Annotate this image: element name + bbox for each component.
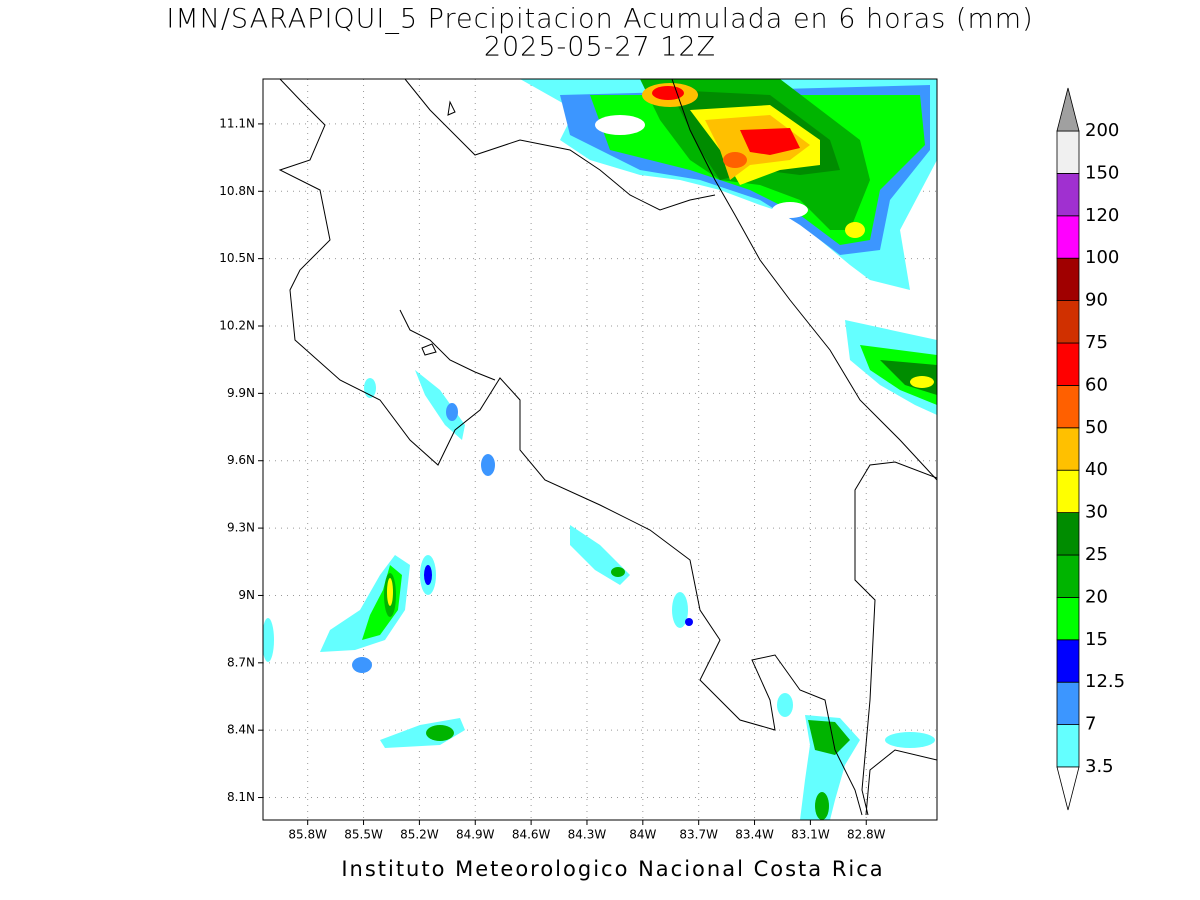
colorbar-label: 75: [1085, 332, 1108, 353]
x-tick-label: 84.6W: [512, 828, 551, 842]
country-border: [404, 79, 716, 211]
rain-area: [387, 578, 393, 606]
footer: Instituto Meteorologico Nacional Costa R…: [341, 857, 884, 881]
colorbar: 3.5 7 12.5 15 20 25 30 40 50 60 75 90 100 120 150 200: [1056, 87, 1125, 811]
y-tick-label: 9.6N: [227, 453, 255, 467]
colorbar-segment: [1056, 724, 1080, 768]
x-tick-label: 85.2W: [400, 828, 439, 842]
colorbar-label: 120: [1085, 205, 1119, 226]
colorbar-label: 50: [1085, 417, 1108, 438]
rain-gap: [772, 202, 808, 218]
rain-area: [808, 720, 850, 755]
colorbar-segment: [1056, 554, 1080, 598]
rain-area: [263, 618, 274, 662]
y-tick-label: 11.1N: [219, 116, 255, 130]
rain-area: [446, 403, 458, 421]
colorbar-label: 25: [1085, 544, 1108, 565]
colorbar-segment: [1056, 215, 1080, 259]
rain-area: [723, 152, 747, 168]
rain-area: [885, 732, 935, 748]
colorbar-segment: [1056, 130, 1080, 174]
rain-area: [426, 725, 454, 741]
colorbar-segment: [1056, 342, 1080, 386]
colorbar-segment: [1056, 300, 1080, 344]
colorbar-label: 20: [1085, 586, 1108, 607]
y-tick-label: 10.8N: [219, 184, 255, 198]
y-tick-label: 8.1N: [227, 790, 255, 804]
y-tick-label: 9N: [238, 588, 255, 602]
rain-area: [910, 376, 934, 388]
colorbar-segment: [1056, 639, 1080, 683]
x-tick-label: 84.9W: [456, 828, 495, 842]
coastline: [421, 343, 437, 356]
x-tick-label: 85.8W: [288, 828, 327, 842]
precipitation: [263, 79, 937, 820]
colorbar-label: 15: [1085, 629, 1108, 650]
rain-area: [777, 693, 793, 717]
coastline: [865, 749, 937, 816]
colorbar-segment: [1056, 172, 1080, 217]
colorbar-segment: [1056, 384, 1080, 429]
y-tick-label: 10.2N: [219, 319, 255, 333]
rain-area: [740, 128, 800, 155]
coastline: [399, 309, 496, 381]
x-tick-label: 83.7W: [679, 828, 718, 842]
rain-area: [352, 657, 372, 673]
x-tick-label: 83.1W: [791, 828, 830, 842]
coastline: [278, 79, 863, 816]
rain-area: [424, 565, 432, 585]
plot-frame: [262, 78, 938, 821]
colorbar-segment: [1056, 257, 1080, 302]
rain-area: [815, 792, 829, 820]
x-tick-label: 83.4W: [735, 828, 774, 842]
map-title: IMN/SARAPIQUI_5 Precipitacion Acumulada …: [166, 4, 1033, 35]
colorbar-label: 100: [1085, 247, 1119, 268]
rain-area: [672, 592, 688, 628]
rain-area: [845, 222, 865, 238]
colorbar-segment: [1056, 681, 1080, 726]
rain-area: [685, 618, 693, 626]
colorbar-segment: [1056, 597, 1080, 641]
colorbar-label: 150: [1085, 162, 1119, 183]
colorbar-under: [1056, 766, 1080, 811]
y-tick-label: 8.7N: [227, 655, 255, 669]
map-subtitle: 2025-05-27 12Z: [484, 32, 716, 63]
rain-area: [415, 370, 465, 440]
y-tick-label: 9.9N: [227, 386, 255, 400]
colorbar-label: 12.5: [1085, 671, 1125, 692]
y-tick-label: 9.3N: [227, 521, 255, 535]
colorbar-label: 3.5: [1085, 756, 1114, 777]
y-tick-label: 8.4N: [227, 723, 255, 737]
x-tick-label: 84W: [629, 828, 656, 842]
colorbar-segment: [1056, 469, 1080, 514]
colorbar-label: 7: [1085, 714, 1096, 735]
rain-gap: [595, 115, 645, 135]
colorbar-segment: [1056, 427, 1080, 471]
colorbar-label: 90: [1085, 290, 1108, 311]
colorbar-label: 60: [1085, 374, 1108, 395]
rain-area: [611, 567, 625, 577]
axes: 85.8W 85.5W 85.2W 84.9W 84.6W 84.3W 84W 83.7W 83…: [219, 116, 885, 841]
colorbar-segment: [1056, 512, 1080, 556]
colorbar-label: 200: [1085, 120, 1119, 141]
y-tick-label: 10.5N: [219, 251, 255, 265]
coastline: [447, 100, 456, 116]
x-tick-label: 85.5W: [344, 828, 383, 842]
x-tick-label: 82.8W: [847, 828, 886, 842]
colorbar-label: 40: [1085, 459, 1108, 480]
colorbar-over: [1056, 87, 1080, 132]
country-border: [854, 461, 937, 816]
coastline: [671, 79, 937, 481]
colorbar-label: 30: [1085, 502, 1108, 523]
rain-area: [481, 454, 495, 476]
x-tick-label: 84.3W: [568, 828, 607, 842]
